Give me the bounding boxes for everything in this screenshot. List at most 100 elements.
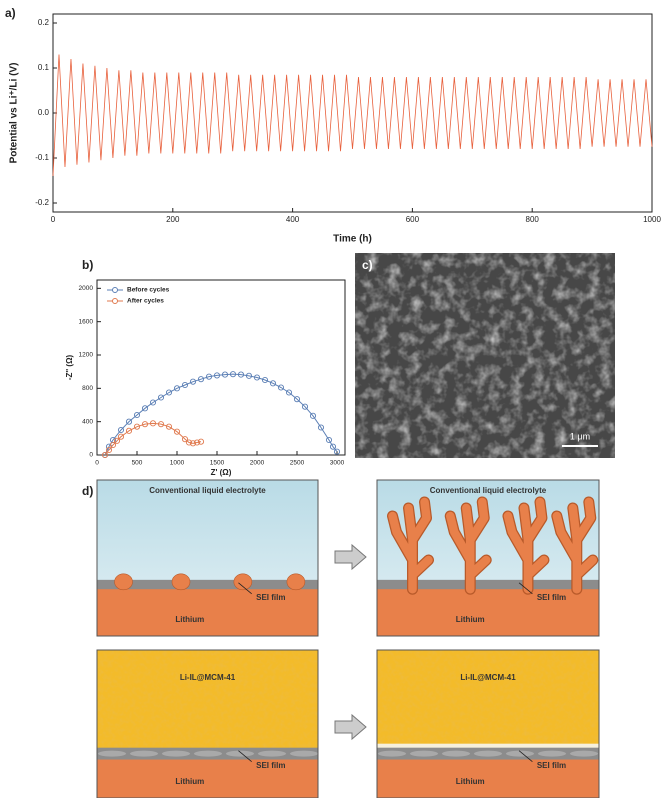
marker	[317, 424, 325, 431]
sei-grain	[570, 750, 598, 757]
interphase-label: SEI film	[256, 593, 285, 602]
marker	[149, 399, 157, 406]
panel-border	[376, 479, 600, 637]
schematic-panel: Li-IL@MCM-41 Lithium SEI film	[376, 649, 600, 798]
y-tick-label: -0.1	[35, 153, 49, 162]
x-tick-label: 1000	[170, 460, 185, 467]
protrusion	[114, 573, 133, 591]
electrolyte-texture	[377, 650, 599, 748]
interphase-label: SEI film	[537, 761, 566, 770]
sei-grain	[506, 750, 534, 757]
marker	[157, 394, 165, 401]
marker	[253, 374, 261, 381]
lithium	[97, 759, 318, 798]
marker	[329, 443, 337, 450]
anode-label: Lithium	[175, 615, 204, 624]
sei-grain	[226, 750, 254, 757]
marker	[165, 423, 173, 430]
sei-layer	[377, 579, 599, 593]
x-tick-label: 500	[132, 460, 143, 467]
sei-grain	[194, 750, 222, 757]
legend-label: After cycles	[127, 298, 164, 305]
electrolyte-label: Conventional liquid electrolyte	[149, 486, 266, 495]
x-tick-label: 600	[406, 215, 420, 224]
panel-border	[96, 649, 319, 798]
lithium	[377, 759, 599, 798]
sei-grain	[538, 750, 566, 757]
interphase-label: SEI film	[537, 593, 566, 602]
sei-layer	[97, 579, 318, 593]
marker	[277, 384, 285, 391]
marker	[193, 439, 201, 446]
marker	[309, 412, 317, 419]
marker	[125, 418, 133, 425]
protrusion	[286, 573, 306, 591]
dendrite	[552, 497, 598, 594]
sei-grain	[474, 750, 502, 757]
marker	[245, 372, 253, 379]
marker	[149, 420, 157, 427]
anode-label: Lithium	[456, 777, 485, 786]
pointer	[518, 582, 533, 595]
panel-label: c)	[362, 258, 373, 272]
marker	[173, 385, 181, 392]
dendrite	[445, 497, 491, 594]
x-tick-label: 0	[95, 460, 99, 467]
marker	[133, 423, 141, 430]
panel-label: b)	[82, 258, 93, 272]
schematic-panel: Conventional liquid electrolyte Lithium SE…	[96, 479, 319, 637]
x-tick-label: 800	[526, 215, 540, 224]
arrow	[334, 543, 367, 571]
marker	[237, 371, 245, 378]
marker	[141, 421, 149, 428]
dendrite	[503, 497, 549, 594]
dendrite	[388, 497, 433, 594]
marker	[157, 421, 165, 428]
y-axis-label: -Z'' (Ω)	[65, 355, 74, 381]
marker	[113, 437, 121, 444]
y-tick-label: 400	[82, 418, 93, 425]
x-tick-label: 200	[166, 215, 180, 224]
marker	[333, 448, 341, 455]
y-tick-label: -0.2	[35, 198, 49, 207]
series-line	[104, 373, 338, 456]
marker	[269, 380, 277, 387]
anode-label: Lithium	[456, 615, 485, 624]
marker	[109, 441, 117, 449]
marker	[325, 436, 333, 444]
electrolyte-label: Li-IL@MCM-41	[180, 673, 236, 682]
marker	[205, 373, 213, 380]
y-tick-label: 0.2	[38, 18, 50, 27]
sei-grain	[258, 750, 286, 757]
x-tick-label: 2500	[290, 460, 305, 467]
x-tick-label: 400	[286, 215, 300, 224]
y-axis-label: Potential vs Li⁺/Li (V)	[9, 63, 20, 164]
arrow	[334, 713, 367, 741]
electrolyte-label: Conventional liquid electrolyte	[430, 486, 547, 495]
y-tick-label: 2000	[79, 285, 94, 292]
gap	[377, 743, 599, 750]
marker	[229, 371, 237, 378]
x-tick-label: 1000	[643, 215, 661, 224]
sei-grain	[98, 750, 126, 757]
schematic-panel: Conventional liquid electrolyte Lithium SE…	[376, 479, 600, 637]
marker	[285, 389, 293, 396]
sei-grain	[442, 750, 470, 757]
electrolyte-label: Li-IL@MCM-41	[460, 673, 516, 682]
x-axis-label: Z' (Ω)	[211, 468, 232, 477]
legend-swatch	[112, 298, 118, 304]
plot-frame	[96, 279, 346, 456]
pointer	[238, 582, 252, 595]
y-tick-label: 1600	[79, 318, 94, 325]
marker	[213, 372, 221, 379]
marker	[189, 378, 197, 385]
legend-label: Before cycles	[127, 287, 170, 294]
marker	[165, 389, 173, 396]
marker	[101, 451, 109, 459]
marker	[261, 376, 269, 384]
marker	[185, 439, 193, 446]
protrusion	[233, 573, 253, 591]
marker	[189, 440, 197, 447]
sei-grain	[410, 750, 438, 757]
